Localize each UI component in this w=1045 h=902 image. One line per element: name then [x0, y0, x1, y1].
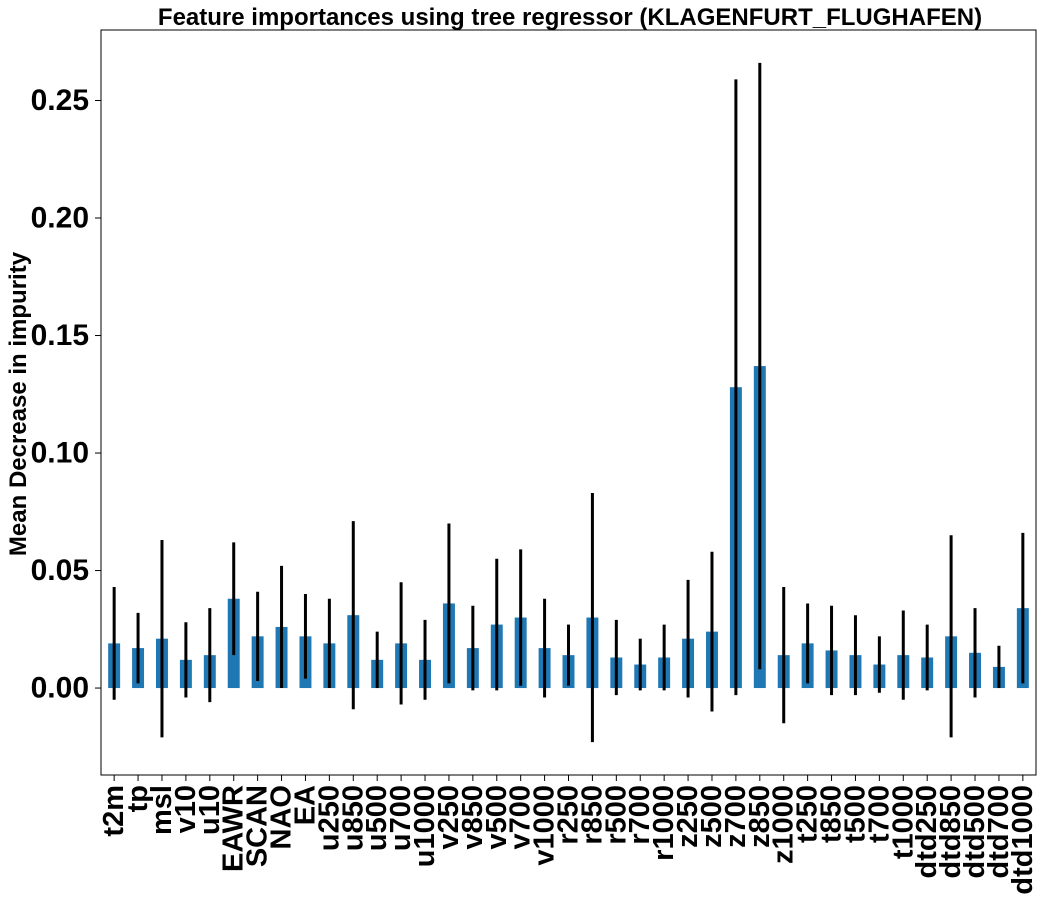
x-tick-label-v1000: v1000 [529, 785, 561, 866]
x-tick-label-tp: tp [122, 785, 154, 812]
x-tick-label-v850: v850 [457, 785, 489, 850]
x-tick-label-z1000: z1000 [768, 785, 800, 864]
x-tick-label-t1000: t1000 [887, 785, 919, 859]
x-tick-label-t850: t850 [816, 785, 848, 843]
plot-frame [100, 29, 1037, 776]
x-tick-label-u500: u500 [361, 785, 393, 851]
x-tick-label-t500: t500 [839, 785, 871, 843]
x-tick-label-r700: r700 [624, 785, 656, 845]
x-tick-label-v500: v500 [481, 785, 513, 850]
x-tick-label-dtd500: dtd500 [959, 785, 991, 878]
x-tick-label-u1000: u1000 [409, 785, 441, 867]
x-tick-label-u850: u850 [337, 785, 369, 851]
error-bars-group [112, 62, 1025, 743]
x-tick-label-z850: z850 [744, 785, 776, 848]
x-tick-label-EA: EA [289, 785, 321, 825]
y-tick-label-0.10: 0.10 [31, 437, 89, 470]
x-tick-label-z500: z500 [696, 785, 728, 848]
y-axis-label: Mean Decrease in impurity [5, 251, 32, 556]
x-axis-ticks: t2mtpmslv10u10EAWRSCANNAOEAu250u850u500u… [98, 775, 1039, 895]
x-tick-label-dtd250: dtd250 [911, 785, 943, 878]
x-tick-label-r500: r500 [600, 785, 632, 845]
y-tick-label-0.00: 0.00 [31, 672, 89, 705]
y-tick-label-0.05: 0.05 [31, 554, 89, 587]
y-tick-label-0.20: 0.20 [31, 202, 89, 235]
x-tick-label-dtd850: dtd850 [935, 785, 967, 878]
chart-title: Feature importances using tree regressor… [158, 4, 982, 31]
y-axis-ticks: 0.00 0.05 0.10 0.15 0.20 0.25 [31, 84, 101, 705]
x-tick-label-r250: r250 [553, 785, 585, 845]
x-tick-label-msl: msl [146, 785, 178, 835]
x-tick-label-EAWR: EAWR [218, 785, 250, 872]
x-tick-label-dtd1000: dtd1000 [1007, 785, 1039, 895]
x-tick-label-NAO: NAO [266, 785, 298, 849]
y-tick-label-0.25: 0.25 [31, 84, 89, 117]
x-tick-label-SCAN: SCAN [242, 785, 274, 867]
x-tick-label-r850: r850 [576, 785, 608, 845]
x-tick-label-r1000: r1000 [648, 785, 680, 861]
x-tick-label-dtd700: dtd700 [983, 785, 1015, 878]
x-tick-label-z700: z700 [720, 785, 752, 848]
x-tick-label-v10: v10 [170, 785, 202, 833]
y-tick-label-0.15: 0.15 [31, 319, 89, 352]
x-tick-label-v250: v250 [433, 785, 465, 850]
x-tick-label-u10: u10 [194, 785, 226, 835]
x-tick-label-u250: u250 [313, 785, 345, 851]
x-tick-label-u700: u700 [385, 785, 417, 851]
x-tick-label-v700: v700 [505, 785, 537, 850]
x-tick-label-z250: z250 [672, 785, 704, 848]
x-tick-label-t250: t250 [792, 785, 824, 843]
x-tick-label-t2m: t2m [98, 785, 130, 837]
x-tick-label-t700: t700 [863, 785, 895, 843]
